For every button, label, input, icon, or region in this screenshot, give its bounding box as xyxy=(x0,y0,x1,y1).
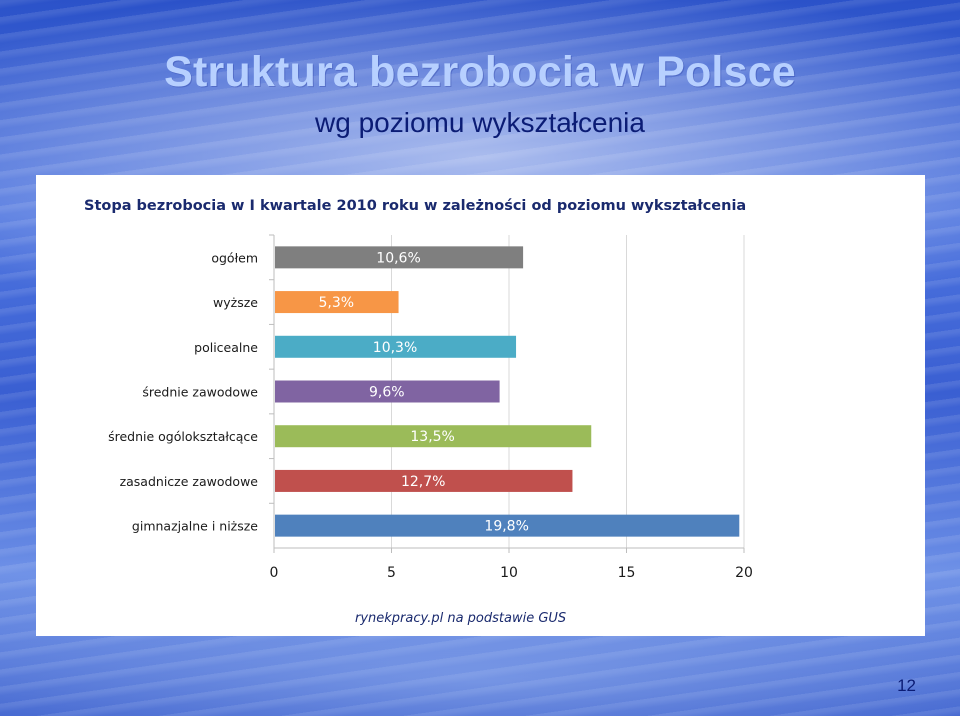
category-label: średnie ogólokształcące xyxy=(108,429,258,444)
chart-source: rynekpracy.pl na podstawie GUS xyxy=(355,611,566,626)
category-labels: ogółem wyższe policealne średnie zawodowe śr… xyxy=(108,250,258,533)
bar-chart: Stopa bezrobocia w I kwartale 2010 roku … xyxy=(84,198,753,626)
x-tick-label: 0 xyxy=(270,565,279,581)
bar xyxy=(275,514,740,537)
bar xyxy=(275,425,592,448)
page-number: 12 xyxy=(897,676,916,695)
x-tick-label: 20 xyxy=(735,565,753,581)
bar-value-label: 12,7% xyxy=(401,474,445,490)
bar-value-label: 19,8% xyxy=(484,519,528,535)
bar xyxy=(275,246,524,269)
chart-title: Stopa bezrobocia w I kwartale 2010 roku … xyxy=(84,198,746,214)
bar xyxy=(275,291,399,314)
chart-panel: Stopa bezrobocia w I kwartale 2010 roku … xyxy=(36,175,925,636)
bar-layer: 10,6% 5,3% 10,3% 9,6% 13,5% 12,7% 19,8% xyxy=(275,246,740,537)
slide-subtitle: wg poziomu wykształcenia xyxy=(315,107,645,138)
category-label: średnie zawodowe xyxy=(142,385,258,400)
bar-value-label: 10,3% xyxy=(373,340,417,356)
bar-value-label: 13,5% xyxy=(410,429,454,445)
category-label: ogółem xyxy=(211,250,258,265)
bar xyxy=(275,380,500,403)
category-label: wyższe xyxy=(213,295,258,310)
bar xyxy=(275,469,573,492)
bar xyxy=(275,335,517,358)
bar-value-label: 9,6% xyxy=(369,385,405,401)
x-tick-label: 10 xyxy=(500,565,518,581)
bar-value-label: 10,6% xyxy=(376,250,420,266)
x-tick-label: 5 xyxy=(387,565,396,581)
category-label: zasadnicze zawodowe xyxy=(120,474,259,489)
category-label: policealne xyxy=(194,340,258,355)
slide-title: Struktura bezrobocia w Polsce xyxy=(164,48,796,96)
bar-value-label: 5,3% xyxy=(318,295,354,311)
category-label: gimnazjalne i niższe xyxy=(132,519,258,534)
tick-layer: 0 5 10 15 20 xyxy=(270,565,753,581)
x-tick-label: 15 xyxy=(618,565,636,581)
